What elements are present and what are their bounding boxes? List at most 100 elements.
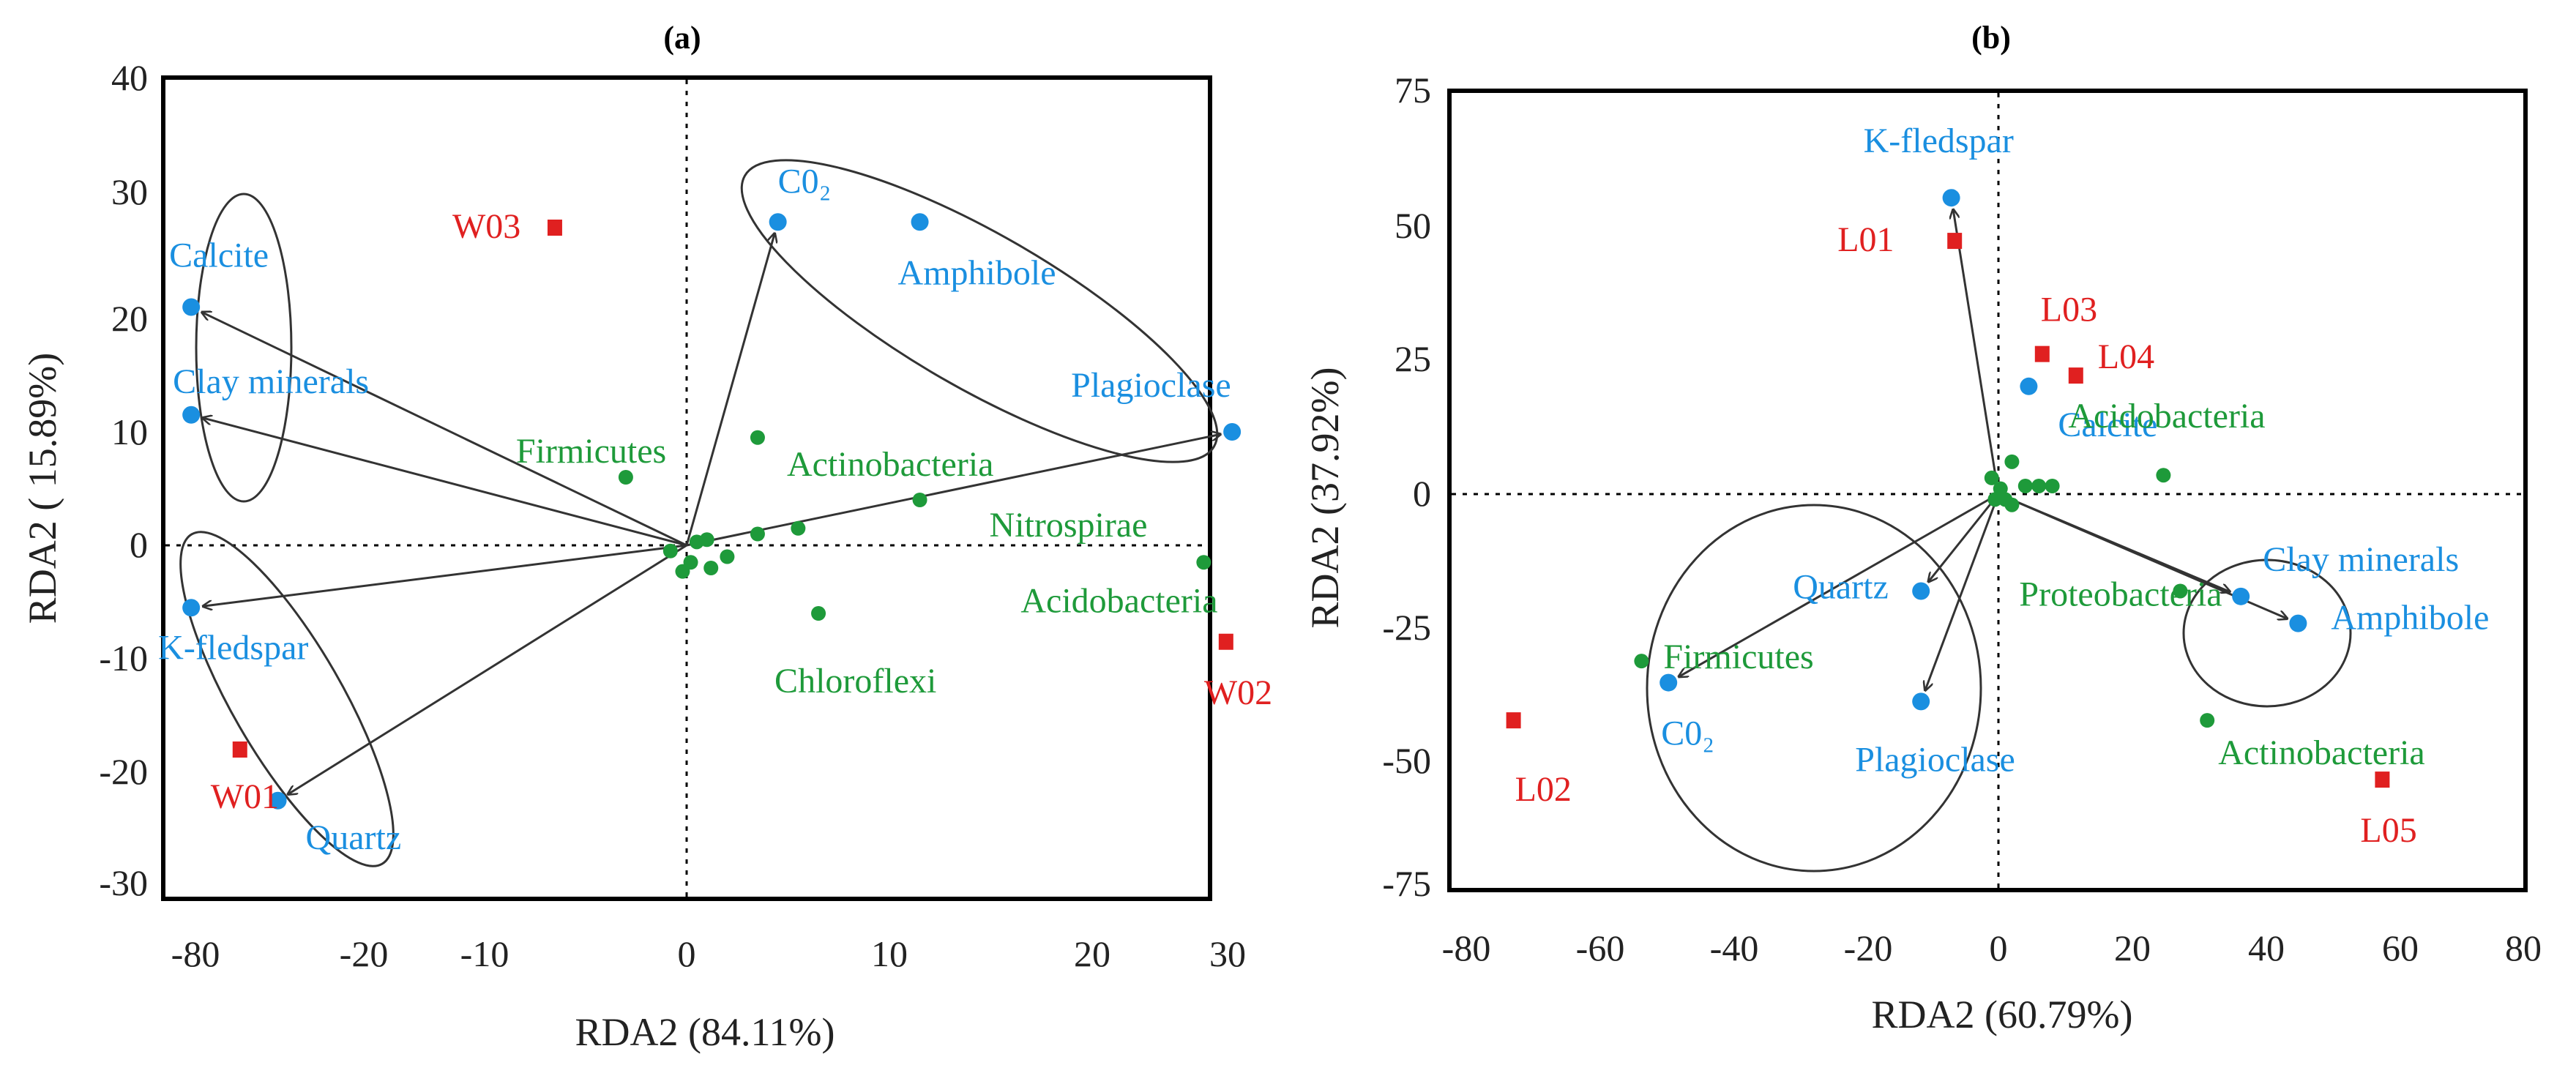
- bacteria-point-point: [1993, 481, 2008, 496]
- arrow-c0: [685, 233, 774, 546]
- arrow-plagioclase: [1925, 493, 2000, 690]
- mineral-label-k-fledspar: K-fledspar: [1864, 122, 2014, 160]
- panel-b-ellipse-right-group: [2182, 558, 2352, 708]
- y-tick-label: -50: [1382, 740, 1431, 781]
- mineral-point-amphibole: [911, 213, 929, 231]
- mineral-label-quartz: Quartz: [306, 818, 402, 857]
- mineral-point-quartz: [1912, 582, 1930, 600]
- panel-b: (b) 75 50 25 0 -25 -50 -75 -80 -60 -40 -20 0 20 40 60…: [1303, 20, 2542, 1036]
- bacteria-point-point: [791, 520, 806, 536]
- mineral-label-c0: C0₂: [778, 162, 832, 201]
- x-tick-label: 30: [1209, 933, 1246, 974]
- x-tick-label: -60: [1576, 927, 1625, 968]
- panel-a-ellipse-kfeldspar-quartz: [179, 531, 395, 867]
- bacteria-point-point: [675, 564, 690, 579]
- y-tick-label: -75: [1382, 863, 1431, 904]
- bacteria-label-actinobacteria: Actinobacteria: [787, 445, 994, 484]
- panel-a-ellipse-calcite-clay: [195, 193, 293, 503]
- arrow-plagioclase: [686, 434, 1220, 547]
- bacteria-point-point: [2031, 478, 2047, 493]
- bacteria-point-point: [662, 543, 678, 558]
- y-tick-label: 20: [111, 298, 148, 339]
- x-tick-label: -20: [340, 933, 389, 974]
- bacteria-point-point: [1987, 492, 2003, 507]
- x-tick-label: -80: [1442, 927, 1491, 968]
- sample-label-l05: L05: [2360, 811, 2416, 850]
- x-tick-label: -40: [1710, 927, 1759, 968]
- bacteria-point-point: [1984, 470, 1999, 485]
- mineral-label-c0: C0₂: [1661, 714, 1714, 753]
- bacteria-point-acidobacteria: [1196, 555, 1212, 570]
- bacteria-point-point: [2004, 497, 2020, 512]
- arrow-quartz: [288, 544, 687, 794]
- panel-b-y-ticks: 75 50 25 0 -25 -50 -75: [1382, 70, 1431, 904]
- mineral-point-calcite: [2020, 377, 2038, 395]
- mineral-point-c0: [1660, 673, 1678, 692]
- panel-b-points: K-fledspar Calcite Clay minerals Amphibole Q…: [1506, 122, 2489, 850]
- panel-a-x-axis-title: RDA2 (84.11%): [575, 1010, 835, 1054]
- bacteria-point-point: [750, 526, 765, 542]
- sample-point-w02: [1218, 633, 1233, 650]
- mineral-label-k-fledspar: K-fledspar: [158, 628, 308, 667]
- sample-label-w01: W01: [211, 777, 279, 816]
- x-tick-label: 40: [2248, 927, 2285, 968]
- sample-label-w03: W03: [452, 207, 520, 246]
- x-tick-label: 20: [1074, 933, 1110, 974]
- y-tick-label: -25: [1382, 607, 1431, 648]
- x-tick-label: -20: [1844, 927, 1893, 968]
- x-tick-label: 80: [2505, 927, 2542, 968]
- mineral-point-plagioclase: [1223, 423, 1242, 441]
- sample-point-w03: [547, 220, 562, 236]
- panel-a-y-ticks: 40 30 20 10 0 -10 -20 -30: [99, 57, 148, 903]
- panel-b-ellipse-left-group: [1646, 504, 1982, 873]
- bacteria-point-point: [720, 549, 735, 564]
- bacteria-label-firmicutes: Firmicutes: [1663, 638, 1813, 676]
- bacteria-label-firmicutes: Firmicutes: [516, 432, 666, 471]
- panel-a-y-axis-title: RDA2 ( 15.89%): [20, 353, 64, 624]
- arrow-clay-minerals: [203, 418, 687, 547]
- mineral-label-amphibole: Amphibole: [2331, 599, 2489, 638]
- y-tick-label: -30: [99, 862, 148, 903]
- panel-b-x-axis-title: RDA2 (60.79%): [1872, 993, 2133, 1036]
- mineral-label-calcite: Calcite: [169, 236, 269, 275]
- y-tick-label: 50: [1395, 205, 1431, 246]
- mineral-point-c0: [769, 213, 787, 231]
- bacteria-point-firmicutes: [1634, 654, 1649, 669]
- bacteria-point-firmicutes: [618, 470, 633, 485]
- sample-point-w01: [232, 741, 247, 758]
- bacteria-label-acidobacteria: Acidobacteria: [2068, 397, 2265, 436]
- y-tick-label: -10: [99, 638, 148, 679]
- panel-b-x-ticks: -80 -60 -40 -20 0 20 40 60 80: [1442, 927, 2542, 968]
- x-tick-label: -80: [171, 933, 220, 974]
- bacteria-label-acidobacteria: Acidobacteria: [1020, 581, 1217, 620]
- y-tick-label: 75: [1395, 70, 1431, 111]
- y-tick-label: 0: [130, 524, 148, 565]
- mineral-label-clay-minerals: Clay minerals: [2263, 540, 2459, 579]
- mineral-point-plagioclase: [1912, 692, 1930, 711]
- y-tick-label: 0: [1413, 473, 1431, 514]
- bacteria-label-nitrospirae: Nitrospirae: [990, 506, 1148, 545]
- bacteria-point-actinobacteria: [2200, 713, 2215, 728]
- panel-b-arrows: [1679, 209, 2288, 690]
- mineral-label-clay-minerals: Clay minerals: [173, 362, 369, 401]
- x-tick-label: 10: [871, 933, 908, 974]
- mineral-point-quartz: [269, 791, 287, 810]
- sample-point-l03: [2034, 345, 2050, 362]
- x-tick-label: 20: [2114, 927, 2151, 968]
- panel-a-points: C0₂ Amphibole Plagioclase Calcite Clay miner…: [158, 162, 1272, 857]
- panel-a-frame: [161, 75, 1212, 901]
- y-tick-label: 25: [1395, 338, 1431, 379]
- mineral-point-k-fledspar: [1942, 189, 1960, 207]
- mineral-label-plagioclase: Plagioclase: [1855, 740, 2015, 779]
- bacteria-label-actinobacteria: Actinobacteria: [2218, 733, 2425, 772]
- sample-label-l01: L01: [1837, 220, 1894, 259]
- x-tick-label: 60: [2382, 927, 2419, 968]
- panel-b-label: (b): [1971, 20, 2011, 56]
- mineral-point-k-fledspar: [182, 599, 201, 617]
- bacteria-point-proteobacteria: [2173, 583, 2188, 599]
- mineral-point-calcite: [182, 298, 201, 316]
- x-tick-label: 0: [1990, 927, 2008, 968]
- y-tick-label: 30: [111, 171, 148, 212]
